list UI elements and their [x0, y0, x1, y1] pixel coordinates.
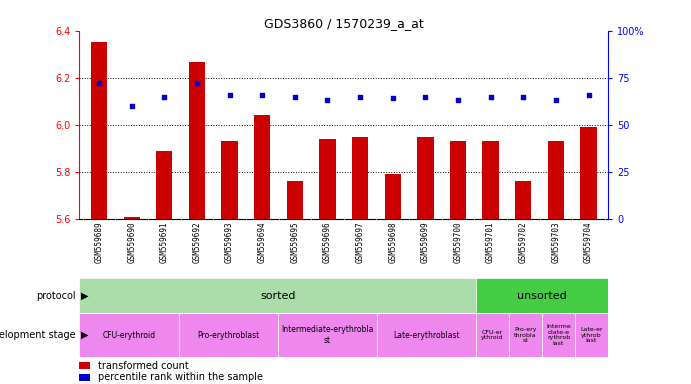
Bar [352, 137, 368, 219]
Text: GSM559694: GSM559694 [258, 222, 267, 263]
Text: Late-erythroblast: Late-erythroblast [393, 331, 460, 339]
Bar [254, 116, 270, 219]
Bar [79, 313, 178, 357]
Text: Pro-erythroblast: Pro-erythroblast [197, 331, 259, 339]
Text: GSM559691: GSM559691 [160, 222, 169, 263]
Bar [515, 181, 531, 219]
Text: GSM559692: GSM559692 [192, 222, 202, 263]
Text: percentile rank within the sample: percentile rank within the sample [98, 372, 263, 382]
Text: ▶: ▶ [81, 291, 88, 301]
Point [191, 80, 202, 86]
Bar [79, 278, 476, 313]
Text: protocol: protocol [37, 291, 76, 301]
Point [518, 94, 529, 100]
Title: GDS3860 / 1570239_a_at: GDS3860 / 1570239_a_at [264, 17, 424, 30]
Bar [221, 141, 238, 219]
Text: Late-er
ythrob
last: Late-er ythrob last [580, 327, 603, 343]
Text: GSM559696: GSM559696 [323, 222, 332, 263]
Bar [548, 141, 564, 219]
Point [322, 97, 333, 103]
Point [387, 95, 398, 101]
Text: sorted: sorted [260, 291, 296, 301]
Bar [124, 217, 140, 219]
Bar [79, 362, 90, 369]
Point [93, 80, 104, 86]
Bar [476, 278, 608, 313]
Bar [450, 141, 466, 219]
Bar [575, 313, 608, 357]
Bar [189, 63, 205, 219]
Point [354, 94, 366, 100]
Text: GSM559695: GSM559695 [290, 222, 299, 263]
Text: GSM559693: GSM559693 [225, 222, 234, 263]
Text: transformed count: transformed count [98, 361, 189, 371]
Text: GSM559701: GSM559701 [486, 222, 495, 263]
Text: GSM559703: GSM559703 [551, 222, 560, 263]
Bar [476, 313, 509, 357]
Point [126, 103, 138, 109]
Point [420, 94, 431, 100]
Text: GSM559698: GSM559698 [388, 222, 397, 263]
Text: development stage: development stage [0, 330, 76, 340]
Point [290, 94, 301, 100]
Point [256, 92, 267, 98]
Text: GSM559704: GSM559704 [584, 222, 593, 263]
Bar [319, 139, 336, 219]
Point [485, 94, 496, 100]
Text: GSM559690: GSM559690 [127, 222, 136, 263]
Text: Pro-ery
throbla
st: Pro-ery throbla st [514, 327, 537, 343]
Text: Intermediate-erythrobla
st: Intermediate-erythrobla st [281, 325, 373, 345]
Text: GSM559689: GSM559689 [95, 222, 104, 263]
Point [224, 92, 235, 98]
Text: ▶: ▶ [81, 330, 88, 340]
Text: CFU-erythroid: CFU-erythroid [102, 331, 155, 339]
Point [453, 97, 464, 103]
Text: GSM559697: GSM559697 [356, 222, 365, 263]
Bar [178, 313, 278, 357]
Text: GSM559700: GSM559700 [453, 222, 462, 263]
Point [550, 97, 561, 103]
Bar [377, 313, 476, 357]
Text: GSM559702: GSM559702 [519, 222, 528, 263]
Text: Interme
diate-e
rythrob
last: Interme diate-e rythrob last [546, 324, 571, 346]
Bar [580, 127, 596, 219]
Text: CFU-er
ythroid: CFU-er ythroid [481, 329, 504, 341]
Point [159, 94, 170, 100]
Bar [91, 43, 107, 219]
Bar [542, 313, 575, 357]
Bar [482, 141, 499, 219]
Bar [385, 174, 401, 219]
Text: unsorted: unsorted [517, 291, 567, 301]
Point [583, 92, 594, 98]
Bar [156, 151, 173, 219]
Bar [417, 137, 433, 219]
Bar [278, 313, 377, 357]
Bar [287, 181, 303, 219]
Bar [509, 313, 542, 357]
Bar [79, 374, 90, 381]
Text: GSM559699: GSM559699 [421, 222, 430, 263]
